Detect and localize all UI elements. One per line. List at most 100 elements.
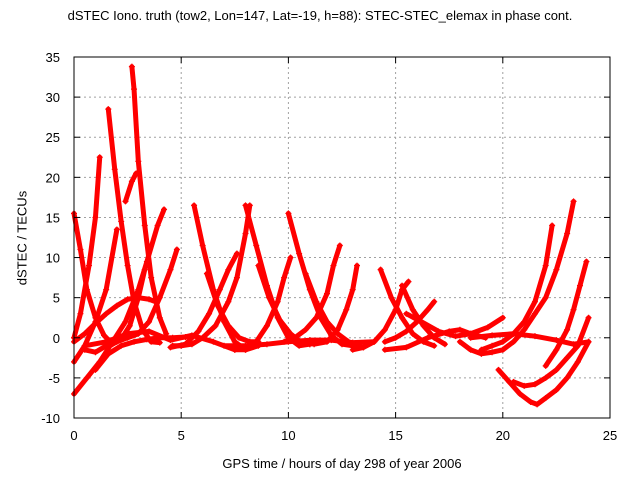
- data-point: [499, 314, 506, 321]
- axis-ticks: [73, 56, 611, 419]
- data-point: [242, 342, 249, 349]
- data-point: [143, 336, 150, 343]
- data-point: [531, 381, 538, 388]
- data-point: [182, 341, 189, 348]
- data-point: [122, 318, 129, 325]
- data-point: [266, 294, 273, 301]
- data-point: [467, 334, 474, 341]
- data-point: [399, 314, 406, 321]
- data-point: [349, 339, 356, 346]
- data-point: [285, 210, 292, 217]
- y-tick-label: 30: [46, 90, 60, 105]
- data-point: [553, 346, 560, 353]
- data-point: [233, 274, 240, 281]
- data-point: [564, 326, 571, 333]
- series-track: [496, 339, 592, 407]
- data-point: [131, 338, 138, 345]
- data-point: [553, 366, 560, 373]
- data-point: [203, 270, 210, 277]
- y-tick-label: 20: [46, 170, 60, 185]
- data-point: [564, 354, 571, 361]
- series-5: [128, 63, 170, 337]
- data-point: [349, 346, 356, 353]
- data-point: [499, 338, 506, 345]
- data-point: [576, 282, 583, 289]
- data-point: [96, 154, 103, 161]
- data-point: [570, 341, 577, 348]
- data-point: [510, 330, 517, 337]
- series-32: [495, 338, 592, 408]
- data-point: [418, 318, 425, 325]
- data-point: [225, 266, 232, 273]
- data-point: [173, 246, 180, 253]
- data-point: [131, 86, 138, 93]
- series-6: [122, 170, 140, 205]
- data-point: [534, 401, 541, 408]
- series-track: [82, 328, 238, 353]
- data-point: [570, 198, 577, 205]
- series-15: [167, 250, 240, 351]
- data-point: [323, 318, 330, 325]
- data-point: [542, 294, 549, 301]
- data-point: [456, 338, 463, 345]
- data-point: [210, 338, 217, 345]
- grid-lines: [74, 57, 610, 418]
- data-point: [306, 337, 313, 344]
- data-point: [336, 242, 343, 249]
- data-point: [263, 322, 270, 329]
- data-point: [105, 106, 112, 113]
- data-point: [124, 296, 131, 303]
- data-point: [392, 306, 399, 313]
- data-point: [542, 394, 549, 401]
- data-point: [371, 338, 378, 345]
- x-axis-label: GPS time / hours of day 298 of year 2006: [222, 456, 462, 471]
- data-point: [103, 310, 110, 317]
- data-point: [225, 298, 232, 305]
- y-tick-label: 10: [46, 251, 60, 266]
- data-point: [360, 344, 367, 351]
- data-point: [285, 338, 292, 345]
- data-point: [113, 302, 120, 309]
- series-26: [349, 278, 412, 353]
- data-point: [424, 334, 431, 341]
- data-point: [242, 230, 249, 237]
- data-point: [354, 262, 361, 269]
- data-point: [167, 266, 174, 273]
- y-tick-label: -5: [48, 371, 60, 386]
- data-point: [135, 294, 142, 301]
- data-point: [216, 286, 223, 293]
- data-point: [83, 374, 90, 381]
- data-point: [113, 226, 120, 233]
- data-point: [148, 274, 155, 281]
- data-point: [233, 250, 240, 257]
- data-point: [521, 318, 528, 325]
- data-point: [118, 342, 125, 349]
- x-tick-label: 15: [388, 428, 402, 443]
- data-point: [154, 222, 161, 229]
- y-tick-label: 35: [46, 50, 60, 65]
- data-point: [531, 333, 538, 340]
- data-point: [381, 346, 388, 353]
- series-track: [543, 259, 589, 369]
- data-point: [146, 328, 153, 335]
- data-point: [441, 341, 448, 348]
- data-point: [274, 298, 281, 305]
- data-point: [92, 349, 99, 356]
- data-point: [212, 322, 219, 329]
- data-point: [570, 306, 577, 313]
- data-point: [549, 222, 556, 229]
- data-point: [521, 326, 528, 333]
- data-point: [531, 298, 538, 305]
- data-point: [128, 178, 135, 185]
- data-point: [103, 286, 110, 293]
- data-point: [236, 334, 243, 341]
- data-point: [431, 298, 438, 305]
- data-point: [484, 324, 491, 331]
- data-point: [302, 270, 309, 277]
- data-point: [381, 326, 388, 333]
- data-point: [105, 350, 112, 357]
- series-layer: [71, 63, 592, 408]
- data-point: [118, 218, 125, 225]
- data-point: [574, 358, 581, 365]
- data-point: [585, 338, 592, 345]
